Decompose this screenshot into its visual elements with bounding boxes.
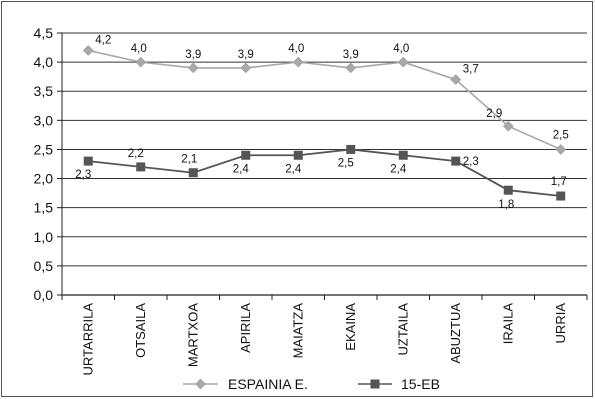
data-label: 4,2 xyxy=(95,34,111,46)
legend-label-eb: 15-EB xyxy=(401,376,440,392)
data-label: 2,5 xyxy=(553,129,569,141)
data-point xyxy=(135,56,147,68)
data-point xyxy=(451,156,461,166)
data-label: 3,9 xyxy=(185,49,201,61)
y-tick-label: 3,0 xyxy=(34,112,54,128)
data-label: 2,9 xyxy=(486,108,502,120)
y-tick-label: 0,0 xyxy=(34,287,54,303)
data-point xyxy=(503,185,513,195)
data-point xyxy=(187,62,199,74)
data-point xyxy=(345,62,357,74)
x-tick-label: EKAINA xyxy=(343,303,358,351)
y-tick-label: 3,5 xyxy=(34,83,54,99)
x-tick-label: ABUZTUA xyxy=(448,303,463,364)
series-line-eb xyxy=(88,148,561,197)
series xyxy=(82,45,567,201)
x-tick-label: URTARRILA xyxy=(80,303,95,376)
y-tick-label: 4,5 xyxy=(34,25,54,41)
data-point xyxy=(240,62,252,74)
y-tick-label: 2,0 xyxy=(34,171,54,187)
legend-marker-eb xyxy=(370,379,380,389)
legend-label-espainia: ESPAINIA E. xyxy=(228,376,308,392)
data-point xyxy=(82,45,94,56)
x-tick-label: MARTXOA xyxy=(185,303,200,367)
x-tick-label: URRIA xyxy=(553,303,568,344)
y-tick-label: 1,5 xyxy=(34,200,54,216)
y-tick-label: 2,5 xyxy=(34,141,54,157)
data-label: 2,4 xyxy=(390,163,407,175)
data-label: 2,4 xyxy=(285,163,302,175)
data-label: 2,3 xyxy=(463,156,479,168)
data-point xyxy=(241,150,251,160)
x-tick-label: OTSAILA xyxy=(133,303,148,358)
data-label: 2,3 xyxy=(75,169,91,181)
data-label: 2,1 xyxy=(181,154,197,166)
data-point xyxy=(136,162,146,172)
x-tick-label: MAIATZA xyxy=(290,303,305,359)
x-tick-labels: URTARRILA OTSAILA MARTXOA APIRILA MAIATZA EKA… xyxy=(80,303,568,376)
data-point xyxy=(555,144,567,155)
data-point xyxy=(397,56,409,68)
data-label: 2,2 xyxy=(128,148,144,160)
y-tick-label: 0,5 xyxy=(34,258,54,274)
data-label: 3,7 xyxy=(463,64,479,76)
y-tick-label: 4,0 xyxy=(34,54,54,70)
gridlines xyxy=(62,32,587,267)
x-tick-label: APIRILA xyxy=(238,303,253,353)
y-tick-label: 1,0 xyxy=(34,229,54,245)
data-point xyxy=(398,150,408,160)
data-point xyxy=(292,56,304,68)
data-label: 4,0 xyxy=(393,43,409,55)
data-point xyxy=(346,144,356,154)
data-point xyxy=(502,120,514,132)
data-label: 1,7 xyxy=(551,176,567,188)
data-point xyxy=(293,150,303,160)
axes xyxy=(57,32,588,300)
data-labels: 4,2 4,0 3,9 3,9 4,0 3,9 4,0 3,7 2,9 2,5 2,3 2,2 2,1 2… xyxy=(75,34,569,211)
legend-marker-espainia xyxy=(195,378,206,390)
data-point xyxy=(83,156,93,166)
data-label: 2,4 xyxy=(233,163,250,175)
data-label: 1,8 xyxy=(498,199,514,211)
data-point xyxy=(556,191,566,201)
y-tick-labels: 0,0 0,5 1,0 1,5 2,0 2,5 3,0 3,5 4,0 4,5 xyxy=(34,25,54,303)
legend: ESPAINIA E. 15-EB xyxy=(183,376,440,392)
data-label: 3,9 xyxy=(238,49,254,61)
series-line-espainia xyxy=(88,49,562,151)
x-tick-label: IRAILA xyxy=(500,303,515,345)
x-tick-label: UZTAILA xyxy=(395,303,410,356)
data-label: 4,0 xyxy=(131,43,147,55)
data-label: 3,9 xyxy=(343,49,359,61)
data-label: 2,5 xyxy=(338,157,354,169)
data-label: 4,0 xyxy=(288,43,304,55)
data-point xyxy=(188,168,198,178)
data-point xyxy=(450,74,462,85)
